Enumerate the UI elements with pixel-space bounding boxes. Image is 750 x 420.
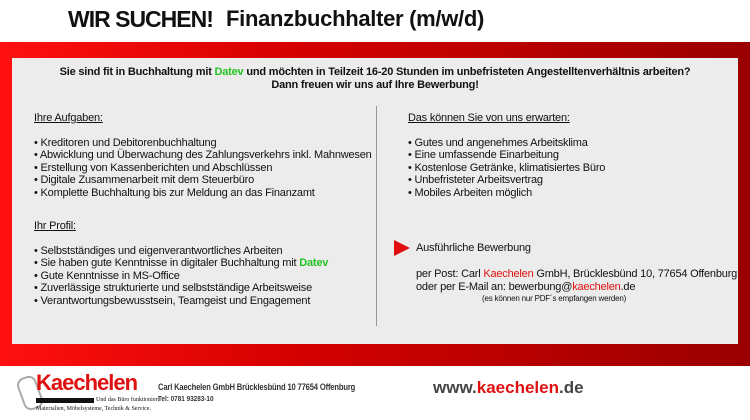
company-address: Carl Kaechelen GmbH Brücklesbünd 10 7765… xyxy=(158,382,356,393)
website-link[interactable]: www.kaechelen.de xyxy=(433,378,584,398)
logo-tagline: Materialien, Möbelsysteme, Technik & Ser… xyxy=(36,406,151,412)
list-item: Kostenlose Getränke, klimatisiertes Büro xyxy=(408,162,606,175)
list-item: Erstellung von Kassenberichten und Absch… xyxy=(34,162,372,175)
content-panel: Sie sind fit in Buchhaltung mit Datev un… xyxy=(12,58,738,344)
list-item-text: Sie haben gute Kenntnisse in digitaler B… xyxy=(40,257,300,269)
aufgaben-section: Ihre Aufgaben: Kreditoren und Debitorenb… xyxy=(34,112,372,199)
logo-bar xyxy=(36,398,94,403)
list-item: Gutes und angenehmes Arbeitsklima xyxy=(408,137,605,150)
www-text: www. xyxy=(433,378,477,397)
header: WIR SUCHEN! Finanzbuchhalter (m/w/d) xyxy=(0,0,750,42)
email-highlight: kaechelen xyxy=(572,280,621,293)
bewerbung-section: Ausführliche Bewerbung per Post: Carl Ka… xyxy=(394,240,737,306)
profil-section: Ihr Profil: Selbstständiges und eigenver… xyxy=(34,220,328,307)
intro-line2: Dann freuen wir uns auf Ihre Bewerbung! xyxy=(271,79,479,91)
www-text: .de xyxy=(559,378,584,397)
column-divider xyxy=(376,106,377,326)
datev-highlight: Datev xyxy=(299,257,329,269)
pdf-note: (es können nur PDF´s empfangen werden) xyxy=(482,294,627,303)
email-text: .de xyxy=(620,280,636,293)
email-text: oder per E-Mail an: bewerbung@ xyxy=(416,280,573,293)
profil-title: Ihr Profil: xyxy=(34,220,76,232)
job-title: Finanzbuchhalter (m/w/d) xyxy=(226,6,485,31)
intro-text: Sie sind fit in Buchhaltung mit xyxy=(59,66,215,78)
post-text: GmbH, Brücklesbünd 10, 77654 Offenburg xyxy=(533,268,738,280)
list-item: Kreditoren und Debitorenbuchhaltung xyxy=(34,137,372,150)
list-item: Verantwortungsbewusstsein, Teamgeist und… xyxy=(34,295,328,308)
list-item: Zuverlässige strukturierte und selbststä… xyxy=(34,282,328,295)
list-item: Selbstständiges und eigenverantwortliche… xyxy=(34,245,328,258)
company-highlight: Kaechelen xyxy=(483,268,534,280)
footer: Kaechelen Und das Büro funktioniert. Mat… xyxy=(0,366,750,420)
header-left: WIR SUCHEN! xyxy=(68,6,214,32)
company-phone: Tel: 0781 93283-10 xyxy=(158,394,214,403)
list-item: Eine umfassende Einarbeitung xyxy=(408,149,605,162)
www-highlight: kaechelen xyxy=(476,378,559,397)
company-logo: Kaechelen Und das Büro funktioniert. Mat… xyxy=(14,370,161,418)
erwarten-title: Das können Sie von uns erwarten: xyxy=(408,112,570,124)
list-item: Sie haben gute Kenntnisse in digitaler B… xyxy=(34,257,329,270)
intro-text: und möchten in Teilzeit 16-20 Stunden im… xyxy=(243,66,691,78)
aufgaben-title: Ihre Aufgaben: xyxy=(34,112,103,124)
logo-tagline: Und das Büro funktioniert. xyxy=(96,397,161,403)
list-item: Gute Kenntnisse in MS-Office xyxy=(34,270,328,283)
datev-highlight: Datev xyxy=(214,66,244,78)
email-line[interactable]: oder per E-Mail an: bewerbung@kaechelen.… xyxy=(416,281,737,294)
post-text: per Post: Carl xyxy=(416,268,484,280)
list-item: Digitale Zusammenarbeit mit dem Steuerbü… xyxy=(34,174,372,187)
arrow-right-icon xyxy=(394,240,410,256)
bewerbung-title: Ausführliche Bewerbung xyxy=(416,241,531,254)
list-item: Komplette Buchhaltung bis zur Meldung an… xyxy=(34,187,372,200)
erwarten-section: Das können Sie von uns erwarten: Gutes u… xyxy=(408,112,605,199)
list-item: Abwicklung und Überwachung des Zahlungsv… xyxy=(34,149,372,162)
logo-name: Kaechelen xyxy=(36,370,138,395)
list-item: Mobiles Arbeiten möglich xyxy=(408,187,605,200)
intro: Sie sind fit in Buchhaltung mit Datev un… xyxy=(12,66,738,92)
list-item: Unbefristeter Arbeitsvertrag xyxy=(408,174,605,187)
